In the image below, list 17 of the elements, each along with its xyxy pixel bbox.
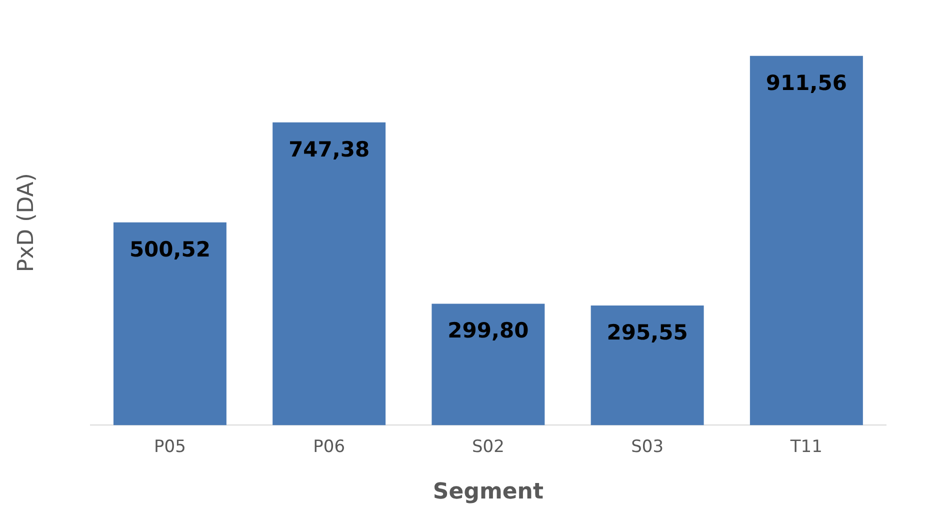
- x-tick-label: P05: [154, 436, 186, 457]
- data-label: 747,38: [288, 137, 370, 162]
- data-label: 299,80: [448, 318, 529, 343]
- bar: [750, 56, 863, 426]
- x-axis-title: Segment: [432, 480, 544, 505]
- data-label: 295,55: [606, 320, 688, 344]
- data-label: 500,52: [129, 237, 210, 262]
- bar: [113, 222, 226, 426]
- bar: [590, 305, 704, 426]
- y-axis-title: PxD (DA): [14, 173, 39, 272]
- x-tick-label: S03: [631, 436, 664, 457]
- bar: [272, 122, 386, 426]
- x-tick-label: T11: [789, 436, 822, 457]
- x-tick-label: S02: [472, 436, 504, 457]
- bar: [432, 304, 545, 426]
- data-label: 911,56: [766, 70, 847, 95]
- x-tick-label: P06: [313, 436, 346, 457]
